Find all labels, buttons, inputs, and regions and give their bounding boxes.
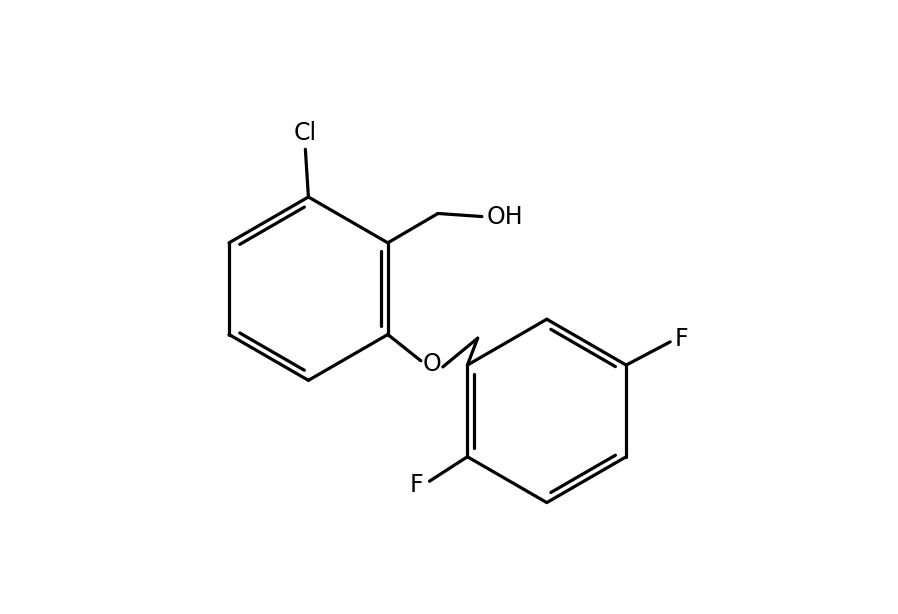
Text: F: F xyxy=(675,327,689,351)
Text: F: F xyxy=(409,473,423,497)
Text: Cl: Cl xyxy=(294,121,317,145)
Text: O: O xyxy=(422,352,441,376)
Text: OH: OH xyxy=(487,204,524,228)
